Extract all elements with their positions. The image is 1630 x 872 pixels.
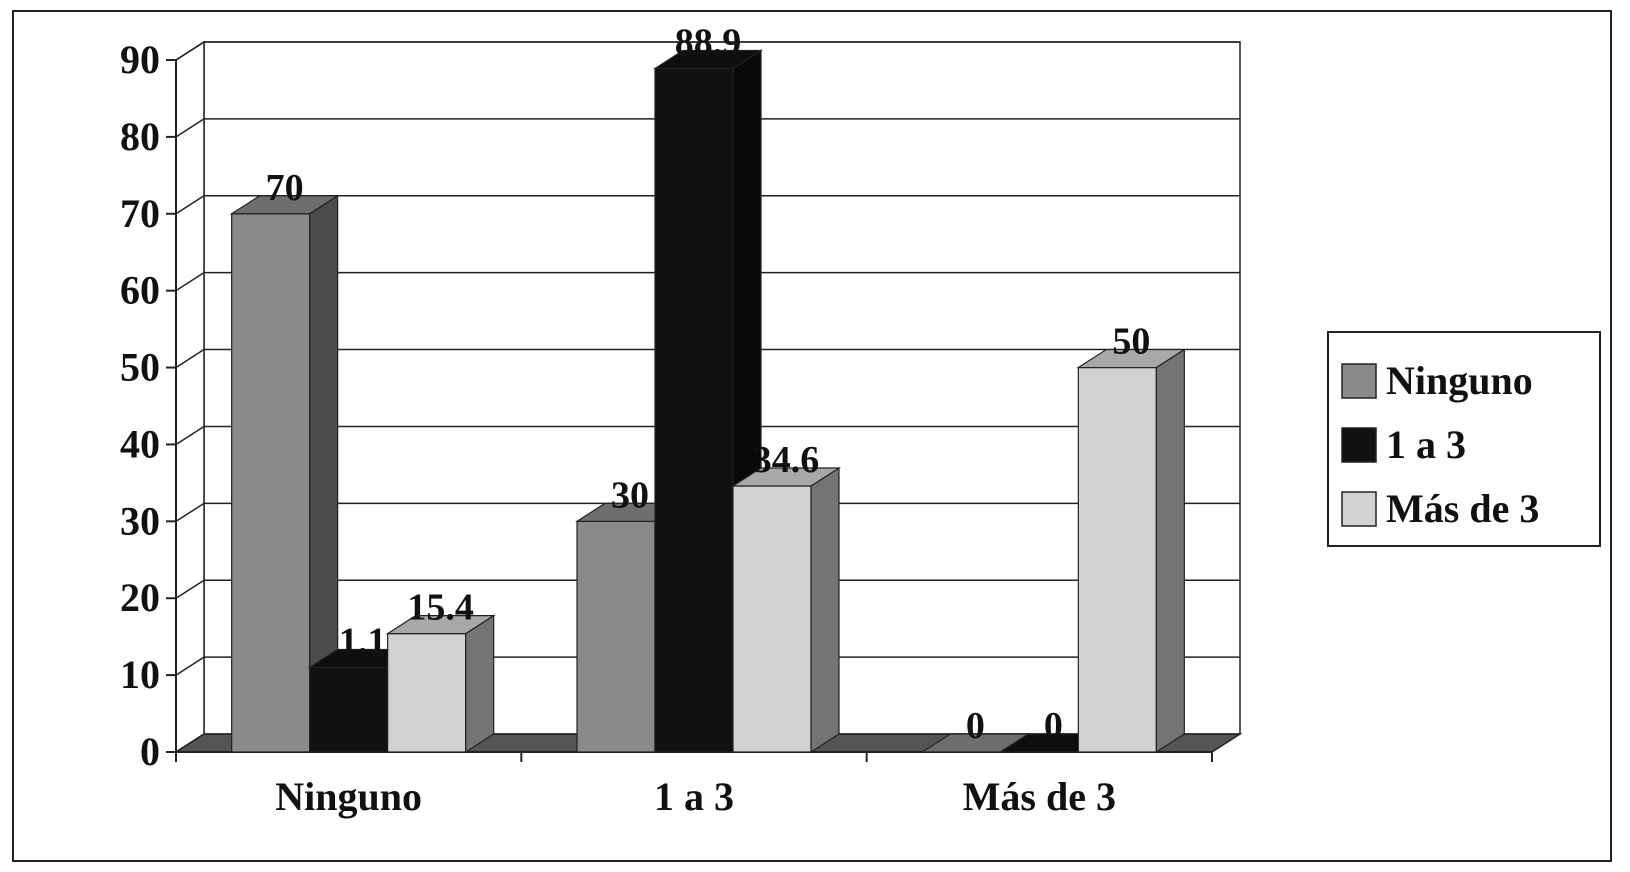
gridline-side xyxy=(175,656,205,676)
bar-top xyxy=(1076,348,1187,369)
legend-swatch xyxy=(1341,491,1377,527)
y-tick-label: 70 xyxy=(120,191,160,236)
gridline-side xyxy=(175,348,205,369)
bar-front xyxy=(654,67,734,753)
legend-swatch xyxy=(1341,363,1377,399)
x-category-label: 1 a 3 xyxy=(654,774,734,819)
bar-top xyxy=(730,467,842,487)
chart-labels-layer: Ninguno 1 a 3 Más de 3 70 1.1 15.4 30 88.9 34.6 0… xyxy=(266,21,1151,819)
legend-entry-label: Ninguno xyxy=(1386,358,1533,403)
x-category-label: Ninguno xyxy=(275,774,422,819)
y-tick-label: 80 xyxy=(120,114,160,159)
gridline-side xyxy=(175,195,205,215)
legend: Ninguno 1 a 3 Más de 3 xyxy=(1327,331,1601,547)
bar-front xyxy=(1077,366,1157,753)
bar-front xyxy=(387,632,467,753)
data-label: 1.1 xyxy=(339,620,387,662)
data-label: 34.6 xyxy=(753,439,820,481)
gridline-side xyxy=(175,272,205,292)
bar-front xyxy=(576,520,656,753)
data-label: 0 xyxy=(966,705,985,747)
gridline-side xyxy=(175,118,205,138)
legend-entry-label: Más de 3 xyxy=(1386,486,1539,531)
bar-front xyxy=(732,485,812,753)
gridline-side xyxy=(175,425,205,446)
bar-front xyxy=(309,666,389,753)
data-label: 50 xyxy=(1112,321,1150,363)
gridline-side xyxy=(175,41,205,61)
x-category-label: Más de 3 xyxy=(963,774,1116,819)
bar xyxy=(1076,348,1187,754)
data-label: 0 xyxy=(1044,705,1063,747)
y-tick-label: 50 xyxy=(120,345,160,390)
bar-side xyxy=(810,466,840,754)
chart-frame xyxy=(12,10,1612,862)
data-label: 70 xyxy=(266,167,304,209)
y-tick-label: 90 xyxy=(120,37,160,82)
bar xyxy=(229,194,340,754)
y-tick-label: 20 xyxy=(120,575,160,620)
y-tick-label: 10 xyxy=(120,652,160,697)
legend-swatch xyxy=(1341,427,1377,463)
bar-side xyxy=(1155,348,1185,754)
bar-top xyxy=(652,49,764,70)
bar-side xyxy=(465,614,495,754)
data-label: 15.4 xyxy=(407,587,474,629)
chart-bars-layer xyxy=(229,49,1187,754)
y-tick-label: 0 xyxy=(140,729,160,774)
y-tick-label: 40 xyxy=(120,421,160,466)
legend-entry-label: 1 a 3 xyxy=(1386,422,1466,467)
y-tick-label: 60 xyxy=(120,268,160,313)
bar-top xyxy=(229,195,340,215)
gridline-side xyxy=(175,579,205,599)
bar-top xyxy=(385,614,496,635)
y-tick-label: 30 xyxy=(120,498,160,543)
bar xyxy=(730,466,842,754)
bar xyxy=(385,614,496,754)
gridline-side xyxy=(175,502,205,522)
bar-front xyxy=(231,213,311,753)
data-label: 88.9 xyxy=(675,21,742,63)
data-label: 30 xyxy=(611,474,649,516)
plot-side-wall xyxy=(175,40,205,754)
